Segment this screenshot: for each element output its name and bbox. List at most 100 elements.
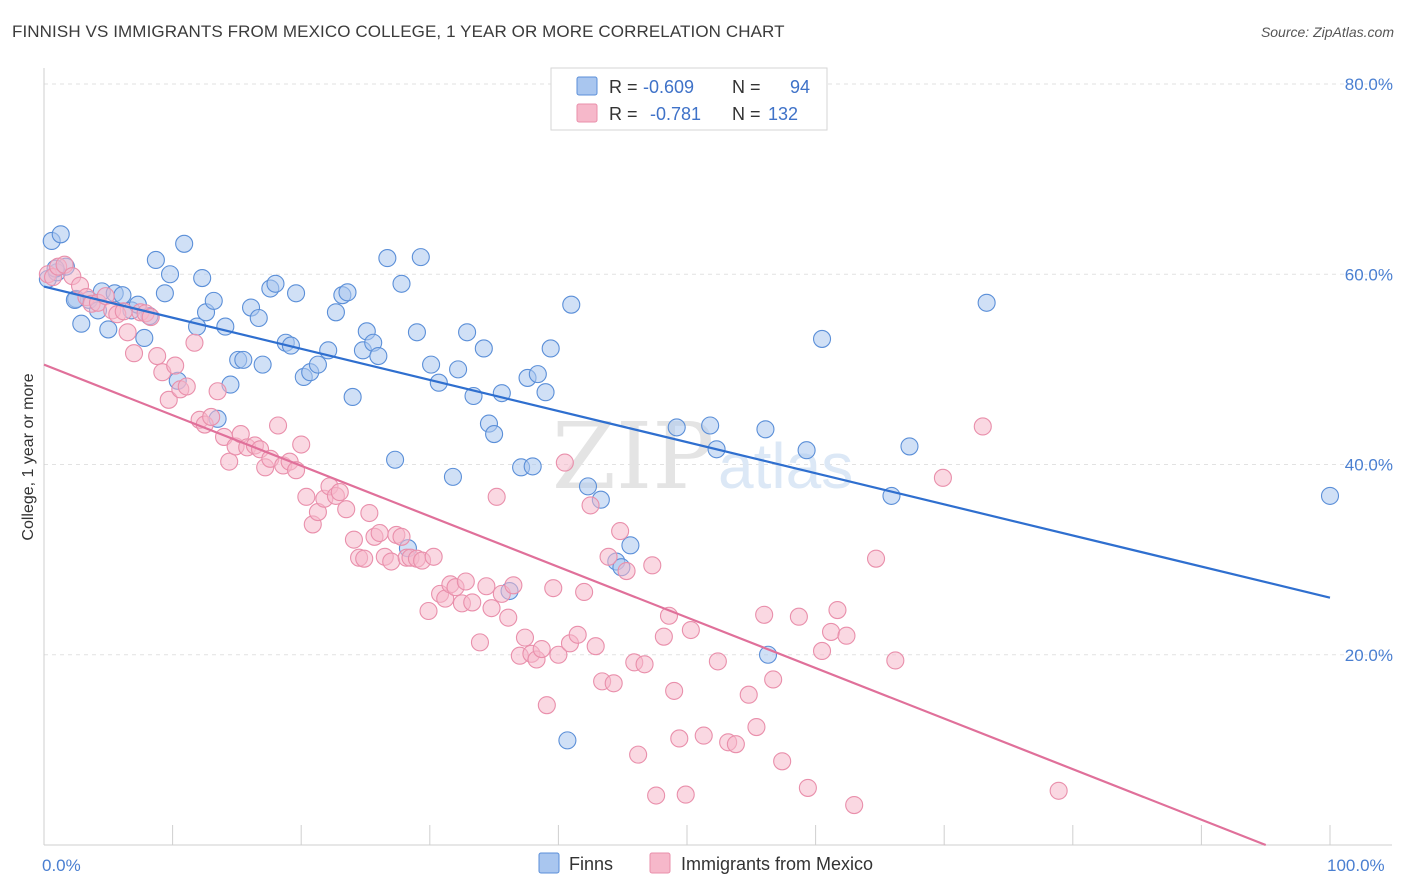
finns-point-35	[266, 274, 285, 293]
finns-point-43	[326, 303, 345, 322]
y-tick-label-20: 20.0%	[1345, 646, 1393, 665]
mexico-point-77	[487, 487, 506, 506]
mexico-point-21	[166, 356, 185, 375]
mexico-point-88	[549, 645, 568, 664]
finns-point-60	[449, 360, 468, 379]
finns-point-25	[204, 291, 223, 310]
finns-point-17	[146, 250, 165, 270]
mexico-point-14	[124, 344, 144, 363]
finns-point-55	[407, 323, 426, 342]
series-legend-swatch-finns	[538, 852, 560, 874]
mexico-point-122	[812, 641, 832, 660]
mexico-point-87	[544, 579, 563, 598]
finns-point-76	[578, 477, 598, 496]
mexico-point-54	[360, 503, 379, 523]
finns-point-2	[51, 225, 70, 244]
mexico-point-89	[555, 453, 574, 472]
x-tick-marks	[172, 825, 1331, 845]
finns-point-84	[756, 420, 775, 439]
legend-r-value-mexico: -0.781	[650, 104, 701, 124]
finns-point-80	[621, 536, 640, 555]
mexico-point-73	[463, 593, 482, 612]
finns-point-61	[458, 323, 477, 342]
finns-point-38	[287, 284, 306, 303]
mexico-point-109	[676, 785, 695, 804]
finns-point-23	[193, 269, 212, 288]
mexico-point-49	[330, 483, 349, 502]
finns-point-18	[155, 284, 174, 303]
mexico-point-105	[654, 627, 673, 646]
mexico-point-43	[297, 487, 316, 506]
finns-point-90	[977, 293, 996, 312]
mexico-point-128	[886, 651, 905, 670]
trend-lines	[43, 285, 1331, 847]
mexico-trend-line	[43, 363, 1267, 847]
mexico-point-104	[647, 786, 666, 805]
finns-point-71	[528, 365, 547, 384]
mexico-point-107	[665, 681, 684, 700]
mexico-point-82	[515, 628, 535, 647]
mexico-point-99	[617, 561, 636, 581]
mexico-point-121	[798, 778, 817, 797]
mexico-point-53	[355, 549, 374, 568]
mexico-point-93	[581, 496, 600, 515]
mexico-points	[38, 255, 1068, 815]
mexico-point-58	[382, 552, 401, 571]
finns-point-75	[562, 295, 581, 314]
grid-lines	[44, 83, 1392, 656]
stats-legend: R = -0.609 N = 94 R = -0.781 N = 132	[550, 67, 828, 131]
finns-point-46	[343, 387, 362, 407]
legend-swatch-finns	[576, 76, 598, 96]
legend-n-value-mexico: 132	[768, 104, 798, 124]
mexico-point-112	[708, 652, 727, 671]
finns-trend-line	[43, 285, 1331, 599]
series-legend: Finns Immigrants from Mexico	[538, 852, 873, 874]
finns-point-65	[485, 425, 504, 444]
series-legend-label-finns: Finns	[569, 854, 613, 874]
mexico-point-28	[208, 382, 227, 401]
finns-point-41	[308, 355, 327, 374]
mexico-point-38	[269, 416, 288, 435]
mexico-point-131	[1049, 781, 1068, 800]
y-tick-label-80: 80.0%	[1345, 75, 1393, 94]
mexico-point-91	[568, 625, 587, 644]
mexico-point-50	[337, 500, 356, 519]
mexico-point-76	[482, 599, 501, 618]
y-axis-label: College, 1 year or more	[20, 373, 37, 540]
y-tick-label-40: 40.0%	[1345, 456, 1393, 475]
mexico-point-129	[933, 468, 952, 487]
mexico-point-120	[789, 607, 808, 626]
mexico-point-125	[837, 626, 856, 645]
mexico-point-18	[148, 347, 167, 366]
mexico-point-94	[586, 637, 605, 656]
series-legend-label-mexico: Immigrants from Mexico	[681, 854, 873, 874]
finns-point-87	[812, 329, 832, 348]
finns-point-10	[99, 320, 118, 339]
legend-swatch-mexico	[576, 103, 598, 123]
mexico-point-79	[499, 608, 518, 627]
x-tick-label-max: 100.0%	[1327, 856, 1385, 875]
mexico-point-66	[424, 547, 443, 566]
legend-r-label-mexico: R =	[609, 104, 638, 124]
mexico-point-96	[599, 547, 618, 566]
finns-point-12	[113, 286, 132, 305]
mexico-point-27	[202, 407, 221, 426]
mexico-point-42	[292, 435, 311, 454]
legend-r-value-finns: -0.609	[643, 77, 694, 97]
finns-point-30	[234, 350, 253, 369]
mexico-point-127	[866, 549, 886, 568]
mexico-point-115	[739, 685, 758, 704]
mexico-point-56	[370, 523, 389, 543]
axes	[43, 68, 1392, 846]
finns-point-52	[386, 450, 405, 469]
series-legend-swatch-mexico	[649, 852, 671, 874]
mexico-point-114	[726, 735, 745, 754]
finns-point-82	[701, 416, 720, 435]
mexico-point-98	[611, 522, 630, 541]
mexico-point-75	[477, 577, 496, 596]
mexico-point-119	[773, 752, 792, 771]
finns-point-32	[249, 308, 268, 328]
finns-point-56	[411, 248, 430, 267]
finns-point-86	[797, 441, 816, 460]
